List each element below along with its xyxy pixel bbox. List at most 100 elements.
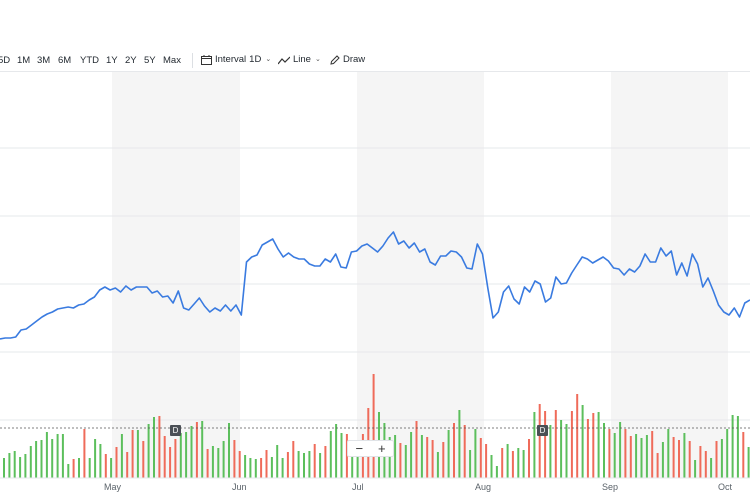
range-ytd[interactable]: YTD <box>80 55 99 66</box>
volume-bar <box>388 437 391 478</box>
volume-bar <box>635 434 638 478</box>
volume-bar <box>394 435 397 478</box>
volume-bar <box>485 444 488 478</box>
volume-bar <box>436 452 439 478</box>
volume-bar <box>308 451 311 478</box>
volume-bar <box>185 432 188 478</box>
volume-bar <box>78 458 80 478</box>
volume-bar <box>747 447 750 478</box>
volume-bar <box>110 458 113 478</box>
x-tick-label: Sep <box>602 482 618 492</box>
volume-bar <box>442 442 445 478</box>
volume-bar <box>688 441 691 478</box>
chart-toolbar: 5D 1M 3M 6M YTD 1Y 2Y 5Y Max Interval 1D… <box>0 0 750 72</box>
zoom-out-button[interactable]: − <box>355 441 364 456</box>
volume-bar <box>51 439 54 478</box>
volume-bar <box>313 444 316 478</box>
volume-bar <box>115 447 118 478</box>
volume-bar <box>67 464 70 478</box>
chart-type-dropdown[interactable]: Line ⌄ <box>278 54 321 66</box>
volume-bar <box>522 450 525 478</box>
volume-bar <box>517 448 520 478</box>
volume-bar <box>324 446 327 478</box>
volume-bar <box>683 433 686 478</box>
volume-bar <box>13 451 16 478</box>
volume-bar <box>629 436 632 478</box>
volume-bar <box>549 425 552 478</box>
volume-bars <box>3 374 750 478</box>
range-6m[interactable]: 6M <box>58 55 72 66</box>
volume-bar <box>8 453 11 478</box>
volume-bar <box>736 416 739 478</box>
volume-bar <box>276 445 279 478</box>
dividend-marker[interactable]: D <box>537 425 548 436</box>
volume-bar <box>720 439 723 478</box>
volume-bar <box>335 424 338 478</box>
volume-bar <box>19 457 22 478</box>
volume-bar <box>410 432 413 478</box>
volume-bar <box>490 455 493 478</box>
month-band-jul <box>357 72 484 478</box>
volume-bar <box>163 436 166 478</box>
range-max[interactable]: Max <box>163 55 181 66</box>
chart-type-label: Line <box>293 54 311 65</box>
volume-bar <box>661 442 664 478</box>
range-1y[interactable]: 1Y <box>106 55 118 66</box>
price-chart[interactable]: May Jun Jul Aug Sep Oct <box>0 72 750 500</box>
volume-bar <box>447 430 450 478</box>
calendar-icon <box>201 55 212 65</box>
interval-value: 1D <box>249 54 262 65</box>
volume-bar <box>426 437 429 478</box>
volume-bar <box>656 453 659 478</box>
volume-bar <box>329 431 332 478</box>
dividend-marker[interactable]: D <box>170 425 181 436</box>
volume-bar <box>153 417 155 478</box>
volume-bar <box>458 410 461 478</box>
volume-bar <box>560 420 563 478</box>
volume-bar <box>169 447 172 478</box>
volume-bar <box>554 410 557 478</box>
volume-bar <box>672 437 675 478</box>
volume-bar <box>88 458 91 478</box>
zoom-control: − + <box>347 440 394 457</box>
draw-button[interactable]: Draw <box>330 54 365 66</box>
volume-bar <box>228 423 230 478</box>
range-3m[interactable]: 3M <box>37 55 51 66</box>
volume-bar <box>292 441 295 478</box>
volume-bar <box>415 421 418 478</box>
volume-bar <box>613 433 616 478</box>
volume-bar <box>469 450 472 478</box>
volume-bar <box>463 425 466 478</box>
volume-bar <box>340 433 343 478</box>
month-band-may <box>112 72 240 478</box>
volume-bar <box>372 374 375 478</box>
volume-bar <box>431 440 434 478</box>
interval-dropdown[interactable]: Interval 1D ⌄ <box>201 54 271 66</box>
volume-bar <box>710 458 713 478</box>
range-5d[interactable]: 5D <box>0 55 11 66</box>
volume-bar <box>726 429 729 478</box>
range-2y[interactable]: 2Y <box>125 55 137 66</box>
volume-bar <box>506 444 509 478</box>
range-1m[interactable]: 1M <box>17 55 31 66</box>
volume-bar <box>131 430 134 478</box>
volume-bar <box>233 440 236 478</box>
volume-bar <box>244 455 247 478</box>
volume-bar <box>640 438 643 478</box>
volume-bar <box>420 435 423 478</box>
x-tick-label: Oct <box>718 482 733 492</box>
volume-bar <box>608 429 611 478</box>
volume-bar <box>29 446 32 478</box>
zoom-in-button[interactable]: + <box>377 441 386 456</box>
volume-bar <box>511 451 514 478</box>
volume-bar <box>3 458 5 478</box>
volume-bar <box>453 423 455 478</box>
volume-bar <box>495 466 498 478</box>
volume-bar <box>603 423 605 478</box>
range-5y[interactable]: 5Y <box>144 55 156 66</box>
volume-bar <box>72 459 75 478</box>
volume-bar <box>715 441 718 478</box>
grid-lines <box>0 147 750 421</box>
volume-bar <box>94 439 97 478</box>
toolbar-divider <box>192 53 193 68</box>
